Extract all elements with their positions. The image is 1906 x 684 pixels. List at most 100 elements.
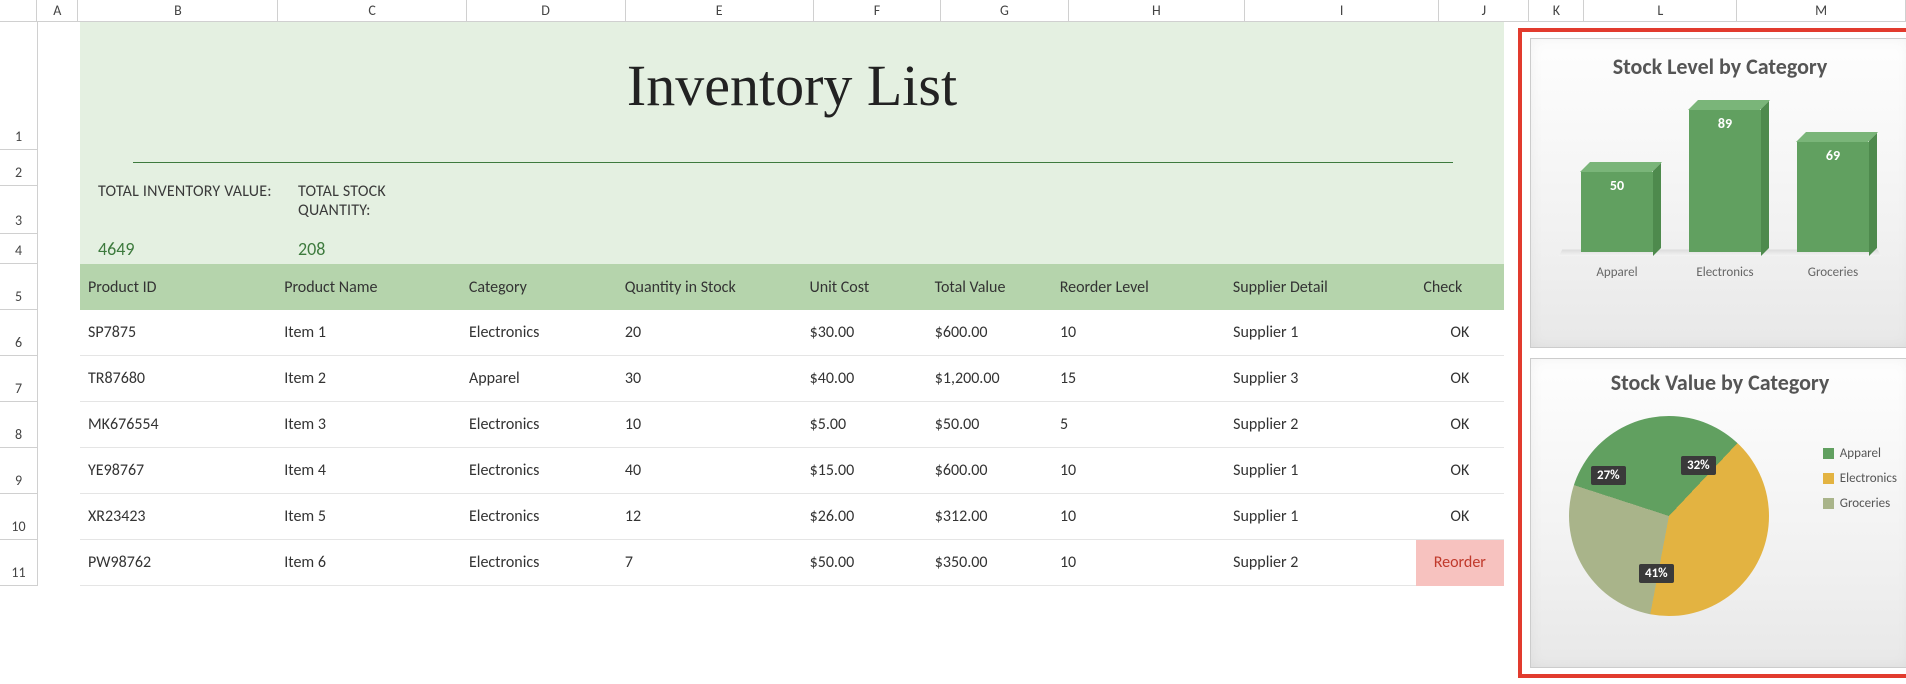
- cell-supplier[interactable]: Supplier 3: [1225, 356, 1415, 402]
- col-header-M[interactable]: M: [1737, 0, 1906, 22]
- cell-pname[interactable]: Item 6: [276, 540, 461, 586]
- cell-pid[interactable]: XR23423: [80, 494, 276, 540]
- corner-cell[interactable]: [0, 0, 37, 22]
- cell-pname[interactable]: Item 3: [276, 402, 461, 448]
- cell-reorder[interactable]: 5: [1052, 402, 1225, 448]
- cell-check[interactable]: OK: [1416, 402, 1504, 448]
- table-row[interactable]: SP7875Item 1Electronics20$30.00$600.0010…: [80, 310, 1504, 356]
- col-header-G[interactable]: G: [941, 0, 1068, 22]
- row-header-6[interactable]: 6: [0, 310, 38, 356]
- cell-qty[interactable]: 40: [617, 448, 802, 494]
- cell-total[interactable]: $312.00: [927, 494, 1052, 540]
- cell-check[interactable]: Reorder: [1416, 540, 1504, 586]
- cell-total[interactable]: $600.00: [927, 448, 1052, 494]
- cell-reorder[interactable]: 15: [1052, 356, 1225, 402]
- col-header-K[interactable]: K: [1529, 0, 1584, 22]
- cell-unit[interactable]: $5.00: [802, 402, 927, 448]
- cell-pname[interactable]: Item 2: [276, 356, 461, 402]
- col-header-E[interactable]: E: [626, 0, 814, 22]
- cell-check[interactable]: OK: [1416, 356, 1504, 402]
- col-header-H[interactable]: H: [1069, 0, 1245, 22]
- th-total[interactable]: Total Value: [927, 278, 1052, 297]
- cell-qty[interactable]: 20: [617, 310, 802, 356]
- col-header-I[interactable]: I: [1245, 0, 1439, 22]
- cell-reorder[interactable]: 10: [1052, 448, 1225, 494]
- cell-supplier[interactable]: Supplier 2: [1225, 540, 1415, 586]
- col-header-L[interactable]: L: [1584, 0, 1737, 22]
- cell-reorder[interactable]: 10: [1052, 540, 1225, 586]
- row-header-11[interactable]: 11: [0, 540, 38, 586]
- cell-unit[interactable]: $15.00: [802, 448, 927, 494]
- row-header-1[interactable]: 1: [0, 22, 38, 150]
- cell-qty[interactable]: 10: [617, 402, 802, 448]
- cell-qty[interactable]: 7: [617, 540, 802, 586]
- cell-pid[interactable]: PW98762: [80, 540, 276, 586]
- table-row[interactable]: YE98767Item 4Electronics40$15.00$600.001…: [80, 448, 1504, 494]
- row-header-10[interactable]: 10: [0, 494, 38, 540]
- sheet-area[interactable]: Inventory List TOTAL INVENTORY VALUE: TO…: [38, 22, 1906, 684]
- legend-item: Electronics: [1823, 471, 1897, 486]
- table-row[interactable]: TR87680Item 2Apparel30$40.00$1,200.0015S…: [80, 356, 1504, 402]
- cell-supplier[interactable]: Supplier 1: [1225, 310, 1415, 356]
- col-header-A[interactable]: A: [37, 0, 78, 22]
- th-pname[interactable]: Product Name: [276, 278, 461, 297]
- th-qty[interactable]: Quantity in Stock: [617, 278, 802, 297]
- row-header-4[interactable]: 4: [0, 234, 38, 264]
- cell-pname[interactable]: Item 5: [276, 494, 461, 540]
- cell-check[interactable]: OK: [1416, 310, 1504, 356]
- cell-cat[interactable]: Electronics: [461, 402, 617, 448]
- col-header-C[interactable]: C: [278, 0, 466, 22]
- cell-pid[interactable]: SP7875: [80, 310, 276, 356]
- th-pid[interactable]: Product ID: [80, 278, 276, 297]
- cell-cat[interactable]: Electronics: [461, 494, 617, 540]
- cell-pid[interactable]: MK676554: [80, 402, 276, 448]
- pie-chart-title: Stock Value by Category: [1531, 359, 1906, 396]
- row-header-7[interactable]: 7: [0, 356, 38, 402]
- table-row[interactable]: PW98762Item 6Electronics7$50.00$350.0010…: [80, 540, 1504, 586]
- th-cat[interactable]: Category: [461, 278, 617, 297]
- cell-supplier[interactable]: Supplier 1: [1225, 448, 1415, 494]
- cell-pname[interactable]: Item 4: [276, 448, 461, 494]
- cell-cat[interactable]: Electronics: [461, 540, 617, 586]
- table-row[interactable]: MK676554Item 3Electronics10$5.00$50.005S…: [80, 402, 1504, 448]
- cell-check[interactable]: OK: [1416, 494, 1504, 540]
- cell-unit[interactable]: $40.00: [802, 356, 927, 402]
- cell-total[interactable]: $50.00: [927, 402, 1052, 448]
- bar-chart-card[interactable]: Stock Level by Category 50Apparel89Elect…: [1530, 38, 1906, 348]
- th-reorder[interactable]: Reorder Level: [1052, 278, 1225, 297]
- bar-value-label: 69: [1797, 147, 1869, 164]
- cell-pid[interactable]: YE98767: [80, 448, 276, 494]
- th-supplier[interactable]: Supplier Detail: [1225, 278, 1415, 297]
- cell-check[interactable]: OK: [1416, 448, 1504, 494]
- cell-total[interactable]: $600.00: [927, 310, 1052, 356]
- row-header-8[interactable]: 8: [0, 402, 38, 448]
- col-header-J[interactable]: J: [1439, 0, 1529, 22]
- cell-supplier[interactable]: Supplier 1: [1225, 494, 1415, 540]
- cell-unit[interactable]: $30.00: [802, 310, 927, 356]
- cell-pid[interactable]: TR87680: [80, 356, 276, 402]
- cell-total[interactable]: $1,200.00: [927, 356, 1052, 402]
- cell-cat[interactable]: Apparel: [461, 356, 617, 402]
- table-row[interactable]: XR23423Item 5Electronics12$26.00$312.001…: [80, 494, 1504, 540]
- th-unit[interactable]: Unit Cost: [801, 278, 926, 297]
- row-header-5[interactable]: 5: [0, 264, 38, 310]
- row-header-2[interactable]: 2: [0, 150, 38, 186]
- cell-qty[interactable]: 30: [617, 356, 802, 402]
- col-header-F[interactable]: F: [814, 0, 941, 22]
- cell-unit[interactable]: $26.00: [802, 494, 927, 540]
- cell-reorder[interactable]: 10: [1052, 310, 1225, 356]
- col-header-B[interactable]: B: [78, 0, 278, 22]
- row-header-9[interactable]: 9: [0, 448, 38, 494]
- pie-chart-card[interactable]: Stock Value by Category ApparelElectroni…: [1530, 358, 1906, 668]
- cell-reorder[interactable]: 10: [1052, 494, 1225, 540]
- row-header-3[interactable]: 3: [0, 186, 38, 234]
- cell-qty[interactable]: 12: [617, 494, 802, 540]
- cell-pname[interactable]: Item 1: [276, 310, 461, 356]
- cell-cat[interactable]: Electronics: [461, 448, 617, 494]
- cell-unit[interactable]: $50.00: [802, 540, 927, 586]
- th-check[interactable]: Check: [1415, 278, 1504, 297]
- cell-cat[interactable]: Electronics: [461, 310, 617, 356]
- cell-supplier[interactable]: Supplier 2: [1225, 402, 1415, 448]
- col-header-D[interactable]: D: [467, 0, 626, 22]
- cell-total[interactable]: $350.00: [927, 540, 1052, 586]
